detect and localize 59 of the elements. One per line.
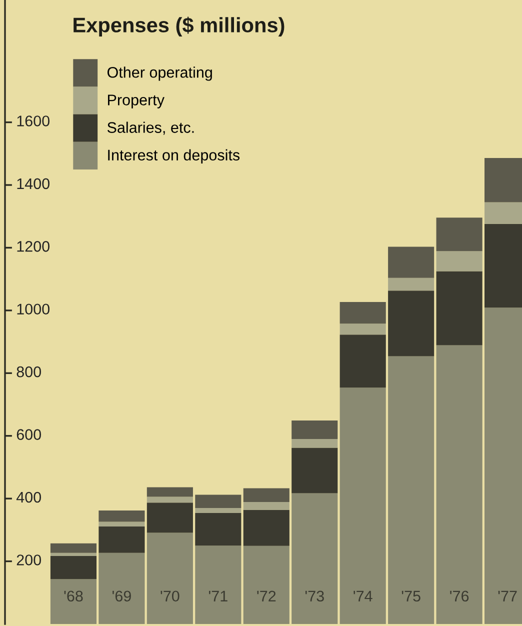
bar bbox=[146, 487, 193, 497]
bar bbox=[98, 510, 145, 522]
bar bbox=[50, 579, 97, 624]
bar bbox=[146, 502, 193, 533]
x-tick-label: '73 bbox=[305, 590, 324, 602]
x-tick-label: '70 bbox=[160, 590, 180, 602]
bar bbox=[340, 302, 386, 324]
y-tick-label: 1400 bbox=[17, 178, 50, 190]
bar bbox=[50, 556, 97, 580]
bar bbox=[388, 290, 434, 356]
bar bbox=[436, 345, 482, 624]
x-tick-label: '74 bbox=[354, 590, 372, 602]
x-tick-label: '68 bbox=[64, 590, 83, 602]
bar bbox=[243, 546, 290, 624]
bar bbox=[50, 543, 97, 553]
bar bbox=[388, 356, 434, 624]
bar bbox=[98, 552, 145, 624]
bar bbox=[292, 420, 338, 439]
bar bbox=[436, 271, 482, 346]
bar bbox=[388, 246, 434, 278]
bar bbox=[340, 324, 386, 335]
y-tick-label: 1000 bbox=[17, 304, 50, 315]
bar bbox=[340, 388, 386, 624]
x-tick-label: '75 bbox=[402, 590, 420, 602]
x-tick-label: '77 bbox=[498, 590, 517, 602]
bar bbox=[436, 251, 482, 272]
bar bbox=[195, 546, 242, 624]
bar bbox=[195, 508, 242, 513]
y-tick-label: 1200 bbox=[17, 241, 50, 252]
bar bbox=[292, 438, 338, 448]
bar bbox=[146, 496, 193, 503]
bar bbox=[146, 532, 193, 624]
x-tick-label: '71 bbox=[208, 590, 228, 602]
legend-label: Other operating bbox=[107, 66, 212, 81]
bar bbox=[98, 526, 145, 553]
bar bbox=[98, 522, 145, 526]
bar bbox=[292, 448, 338, 494]
x-tick-label: '72 bbox=[257, 590, 276, 602]
bar bbox=[243, 502, 290, 510]
bar bbox=[340, 334, 386, 388]
y-tick-label: 400 bbox=[16, 492, 42, 503]
bar bbox=[50, 552, 97, 556]
y-tick-label: 1600 bbox=[17, 116, 50, 126]
bar bbox=[195, 512, 242, 546]
bar bbox=[436, 218, 482, 252]
y-tick-label: 200 bbox=[16, 554, 42, 566]
y-tick-label: 600 bbox=[16, 429, 42, 440]
x-tick-label: '76 bbox=[450, 590, 469, 602]
bar bbox=[243, 510, 290, 546]
bar bbox=[243, 488, 290, 502]
bar bbox=[195, 494, 242, 508]
bar bbox=[388, 278, 434, 291]
text: Expenses ($ millions) bbox=[74, 16, 284, 37]
legend-label: Property bbox=[108, 94, 164, 108]
legend-label: Interest on deposits bbox=[108, 149, 240, 164]
x-tick-label: '69 bbox=[112, 590, 131, 602]
legend-label: Salaries, etc. bbox=[107, 122, 194, 135]
bar bbox=[292, 493, 338, 624]
y-tick-label: 800 bbox=[16, 366, 42, 378]
